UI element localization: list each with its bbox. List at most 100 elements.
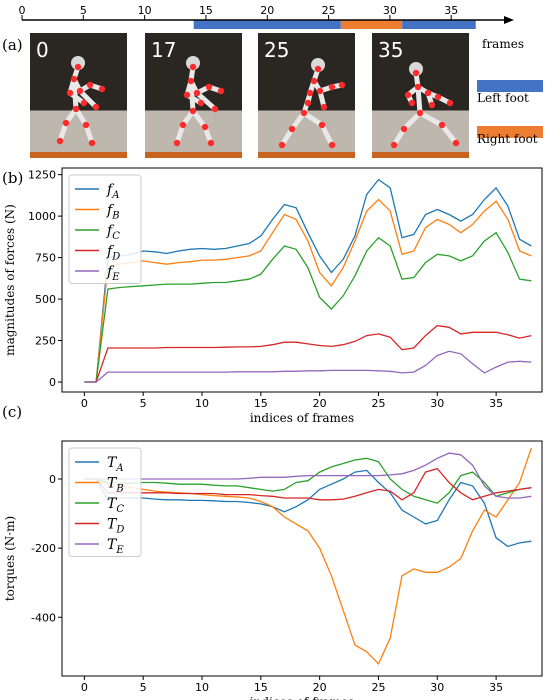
joint-marker <box>92 103 100 111</box>
x-tick-label: 15 <box>254 681 268 694</box>
legend-box <box>68 174 142 284</box>
joint-marker <box>434 93 442 101</box>
y-tick-label: 250 <box>35 335 56 348</box>
joint-marker <box>416 109 424 117</box>
frame-timeline: 0 5 10 15 20 25 30 35 <box>19 4 514 29</box>
photo-piste-strip <box>30 152 127 158</box>
joint-marker <box>428 101 436 109</box>
fencer-limb <box>319 122 335 148</box>
joint-marker <box>189 63 197 71</box>
x-tick-label: 0 <box>81 681 88 694</box>
joint-marker <box>179 121 187 129</box>
legend-label-TB: TB <box>107 476 124 495</box>
legend-label-fA: fA <box>106 182 119 201</box>
joint-marker <box>189 107 197 115</box>
joint-marker <box>278 141 286 149</box>
fencer-limb <box>77 88 99 110</box>
x-tick-label: 20 <box>313 397 327 410</box>
joint-marker <box>211 105 219 113</box>
fencer-limb <box>439 122 459 146</box>
joint-marker <box>390 141 398 149</box>
photo-floor <box>372 110 469 158</box>
photo-floor <box>258 110 355 158</box>
panel-b-label: (b) <box>2 169 23 187</box>
joint-marker <box>314 65 322 73</box>
fencer-head <box>409 62 423 76</box>
photo-frame-label: 17 <box>151 38 176 62</box>
x-tick-label: 15 <box>254 397 268 410</box>
timeline-tick-label: 20 <box>260 4 274 17</box>
photo-floor <box>30 110 127 158</box>
legend-label-fC: fC <box>106 223 120 242</box>
x-tick-label: 30 <box>430 681 444 694</box>
joint-marker <box>197 99 205 107</box>
fencer-limb <box>401 110 423 132</box>
series-line-fE <box>84 350 532 383</box>
force-chart: 0 5 10 15 20 25 30 35 0 250 500 750 1000 1250 indices … <box>3 167 543 425</box>
photo-frame-label: 35 <box>378 38 403 62</box>
joint-marker <box>173 139 181 147</box>
joint-marker <box>400 125 408 133</box>
joint-marker <box>318 121 326 129</box>
fencer-limb <box>415 84 423 116</box>
series-line-fD <box>84 324 532 383</box>
photo-frame-label: 0 <box>36 38 49 62</box>
legend-box <box>68 447 142 557</box>
fencer-limb <box>417 110 445 128</box>
x-tick-label: 5 <box>140 681 147 694</box>
timeline-tick-label: 30 <box>383 4 397 17</box>
timeline-axis-label: frames <box>482 37 524 51</box>
joint-marker <box>88 139 96 147</box>
joint-marker <box>74 63 82 71</box>
photo-frame-25: 25 <box>258 33 355 158</box>
photo-frame-35: 35 <box>372 33 469 158</box>
y-tick-label: 0 <box>49 473 56 486</box>
timeline-arrow-head <box>504 16 514 24</box>
x-axis-label: indices of frames <box>250 695 354 700</box>
joint-marker <box>183 91 191 99</box>
timeline-segment-2 <box>402 20 476 29</box>
joint-marker <box>76 87 84 95</box>
joint-marker <box>193 89 201 97</box>
joint-marker <box>82 121 90 129</box>
legend-label-fE: fE <box>106 264 120 283</box>
panel-c-label: (c) <box>2 403 22 421</box>
fencing-photo-strip: 0 17 25 35 <box>30 33 469 158</box>
fencer-head <box>71 56 85 70</box>
legend-label-fD: fD <box>106 244 120 263</box>
y-axis-label: torques (N·m) <box>3 516 17 601</box>
joint-marker <box>80 99 88 107</box>
x-tick-label: 10 <box>195 681 209 694</box>
joint-marker <box>408 99 416 107</box>
photo-floor <box>145 110 242 158</box>
joint-marker <box>66 89 74 97</box>
fencer-limb <box>301 110 325 128</box>
legend-label-fB: fB <box>106 203 120 222</box>
legend-label-TD: TD <box>107 517 124 536</box>
y-tick-label: 1250 <box>28 169 56 182</box>
plot-frame <box>61 167 543 393</box>
fencer-limb <box>194 90 218 112</box>
joint-marker <box>288 125 296 133</box>
joint-marker <box>62 119 70 127</box>
x-tick-label: 10 <box>195 397 209 410</box>
timeline-tick-label: 0 <box>19 4 26 17</box>
joint-marker <box>217 87 225 95</box>
x-tick-label: 30 <box>430 397 444 410</box>
joint-marker <box>446 99 454 107</box>
series-line-fB <box>84 198 532 383</box>
series-line-TD <box>84 467 532 501</box>
joint-marker <box>70 75 78 83</box>
joint-marker <box>56 137 64 145</box>
legend-label-TE: TE <box>107 537 124 556</box>
x-tick-label: 35 <box>489 681 503 694</box>
series-line-TC <box>84 457 532 504</box>
joint-marker <box>86 81 94 89</box>
joint-marker <box>412 69 420 77</box>
series-line-fA <box>84 178 532 383</box>
y-tick-label: 750 <box>35 252 56 265</box>
joint-marker <box>452 139 460 147</box>
x-axis-label: indices of frames <box>250 411 354 425</box>
joint-marker <box>72 105 80 113</box>
fencer-head <box>186 56 200 70</box>
